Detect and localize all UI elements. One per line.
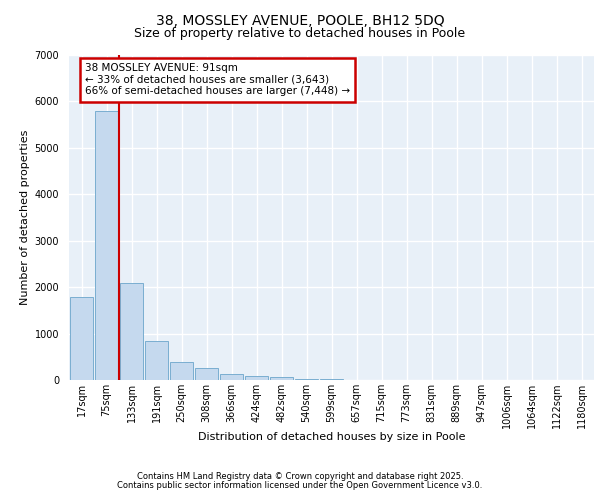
Bar bbox=[70, 298, 93, 380]
Bar bbox=[120, 284, 143, 380]
Text: 38, MOSSLEY AVENUE, POOLE, BH12 5DQ: 38, MOSSLEY AVENUE, POOLE, BH12 5DQ bbox=[155, 14, 445, 28]
Bar bbox=[245, 376, 268, 380]
X-axis label: Distribution of detached houses by size in Poole: Distribution of detached houses by size … bbox=[198, 432, 465, 442]
Text: Contains HM Land Registry data © Crown copyright and database right 2025.: Contains HM Land Registry data © Crown c… bbox=[137, 472, 463, 481]
Text: Size of property relative to detached houses in Poole: Size of property relative to detached ho… bbox=[134, 28, 466, 40]
Bar bbox=[95, 110, 118, 380]
Y-axis label: Number of detached properties: Number of detached properties bbox=[20, 130, 31, 305]
Bar bbox=[145, 342, 168, 380]
Text: Contains public sector information licensed under the Open Government Licence v3: Contains public sector information licen… bbox=[118, 481, 482, 490]
Bar bbox=[270, 378, 293, 380]
Bar bbox=[195, 368, 218, 380]
Bar bbox=[295, 378, 318, 380]
Text: 38 MOSSLEY AVENUE: 91sqm
← 33% of detached houses are smaller (3,643)
66% of sem: 38 MOSSLEY AVENUE: 91sqm ← 33% of detach… bbox=[85, 63, 350, 96]
Bar bbox=[170, 362, 193, 380]
Bar bbox=[220, 374, 243, 380]
